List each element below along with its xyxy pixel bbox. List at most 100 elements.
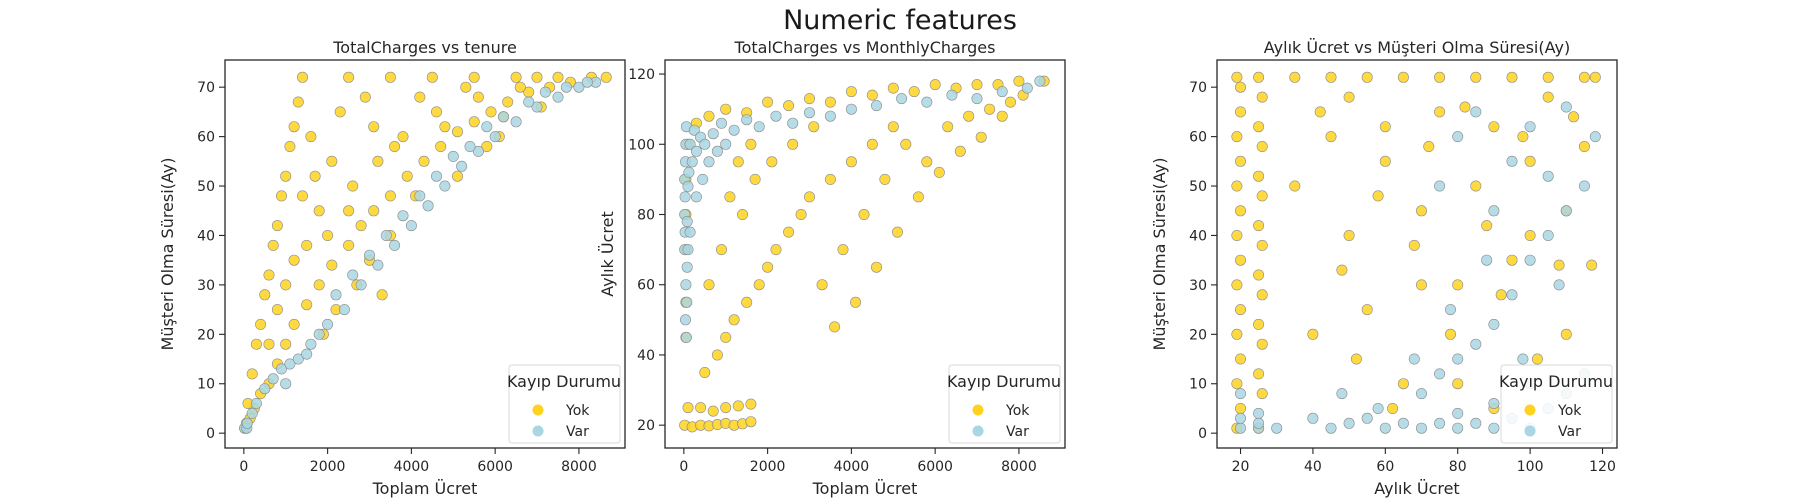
legend-marker-var: [1524, 425, 1536, 437]
scatter-panel-totalcharges-monthlycharges: TotalCharges vs MonthlyCharges 0 2000 4000…: [598, 38, 1066, 498]
point-yok-76: [1416, 279, 1428, 291]
point-var-37: [1470, 106, 1482, 118]
point-yok-46: [1416, 205, 1428, 217]
point-var-36: [1452, 131, 1464, 143]
point-yok-20: [468, 116, 480, 128]
point-yok-9: [301, 299, 313, 311]
x-tick-label: 120: [1589, 459, 1616, 475]
point-yok-48: [305, 131, 317, 143]
point-yok-65: [313, 205, 325, 217]
point-yok-62: [984, 103, 996, 115]
y-tick-label: 20: [637, 418, 655, 434]
point-yok-31: [887, 82, 899, 94]
point-yok-59: [1372, 190, 1384, 202]
legend-box: [1500, 364, 1613, 444]
y-tick-label: 20: [1189, 327, 1207, 343]
point-yok-36: [288, 121, 300, 133]
point-var-41: [1542, 170, 1554, 182]
point-yok-7: [1231, 71, 1243, 83]
point-yok-31: [426, 71, 438, 83]
point-yok-18: [435, 141, 447, 153]
point-yok-69: [288, 254, 300, 266]
point-yok-32: [1325, 71, 1337, 83]
point-var-10: [683, 166, 695, 178]
point-yok-63: [1004, 96, 1016, 108]
point-var-30: [330, 289, 342, 301]
panel-title: Aylık Ücret vs Müşteri Olma Süresi(Ay): [1264, 38, 1570, 57]
point-var-45: [1481, 254, 1493, 266]
x-tick-label: 2000: [750, 459, 786, 475]
point-var-16: [405, 220, 417, 232]
point-var-19: [728, 124, 740, 136]
point-var-34: [1589, 131, 1601, 143]
point-yok-81: [724, 191, 736, 203]
point-yok-8: [745, 416, 757, 428]
legend-box: [508, 364, 621, 444]
point-yok-85: [531, 71, 543, 83]
point-var-10: [305, 338, 317, 350]
point-var-14: [690, 145, 702, 157]
point-var-9: [292, 353, 304, 365]
point-yok-67: [787, 138, 799, 150]
point-yok-44: [255, 318, 267, 330]
point-var-18: [1470, 417, 1482, 429]
point-yok-6: [1231, 131, 1243, 143]
point-yok-48: [699, 366, 711, 378]
point-yok-56: [1307, 328, 1319, 340]
point-yok-47: [1434, 106, 1446, 118]
point-var-43: [697, 173, 709, 185]
point-yok-56: [472, 91, 484, 103]
point-yok-79: [703, 279, 715, 291]
point-var-10: [1397, 417, 1409, 429]
point-var-41: [523, 96, 535, 108]
y-axis-label: Aylık Ücret: [598, 211, 617, 296]
point-yok-52: [770, 244, 782, 256]
point-yok-8: [288, 318, 300, 330]
point-yok-13: [1234, 155, 1246, 167]
point-yok-39: [1578, 71, 1590, 83]
point-yok-44: [824, 173, 836, 185]
point-yok-55: [452, 170, 464, 182]
point-var-9: [682, 180, 694, 192]
point-yok-12: [1234, 205, 1246, 217]
point-yok-50: [347, 180, 359, 192]
point-yok-23: [1253, 71, 1265, 83]
point-yok-49: [326, 155, 338, 167]
point-var-25: [573, 81, 585, 93]
point-yok-36: [1470, 71, 1482, 83]
legend: Kayıp Durumu Yok Var: [1499, 364, 1613, 444]
point-yok-54: [431, 106, 443, 118]
point-yok-50: [1488, 121, 1500, 133]
point-var-5: [1253, 407, 1265, 419]
legend-marker-var: [532, 425, 544, 437]
point-yok-64: [301, 239, 313, 251]
point-var-4: [679, 191, 691, 203]
point-var-44: [581, 76, 593, 88]
point-var-31: [1560, 205, 1572, 217]
point-yok-75: [954, 145, 966, 157]
point-var-20: [1488, 422, 1500, 434]
point-yok-58: [1350, 353, 1362, 365]
point-var-5: [259, 383, 271, 395]
x-axis-label: Toplam Ücret: [372, 479, 478, 498]
point-var-45: [711, 145, 723, 157]
point-yok-30: [384, 71, 396, 83]
point-yok-72: [892, 226, 904, 238]
point-yok-66: [766, 156, 778, 168]
y-tick-label: 70: [1189, 80, 1207, 96]
x-tick-label: 80: [1449, 459, 1467, 475]
point-var-21: [1488, 397, 1500, 409]
point-yok-15: [1234, 81, 1246, 93]
y-tick-label: 40: [197, 228, 215, 244]
point-yok-41: [1325, 131, 1337, 143]
point-yok-42: [263, 269, 275, 281]
point-yok-3: [1231, 279, 1243, 291]
point-yok-39: [720, 331, 732, 343]
point-var-11: [684, 138, 696, 150]
x-tick-label: 60: [1376, 459, 1394, 475]
x-tick-label: 2000: [310, 459, 346, 475]
point-yok-64: [737, 209, 749, 221]
point-var-8: [1361, 412, 1373, 424]
point-var-32: [996, 86, 1008, 98]
point-var-6: [1325, 422, 1337, 434]
